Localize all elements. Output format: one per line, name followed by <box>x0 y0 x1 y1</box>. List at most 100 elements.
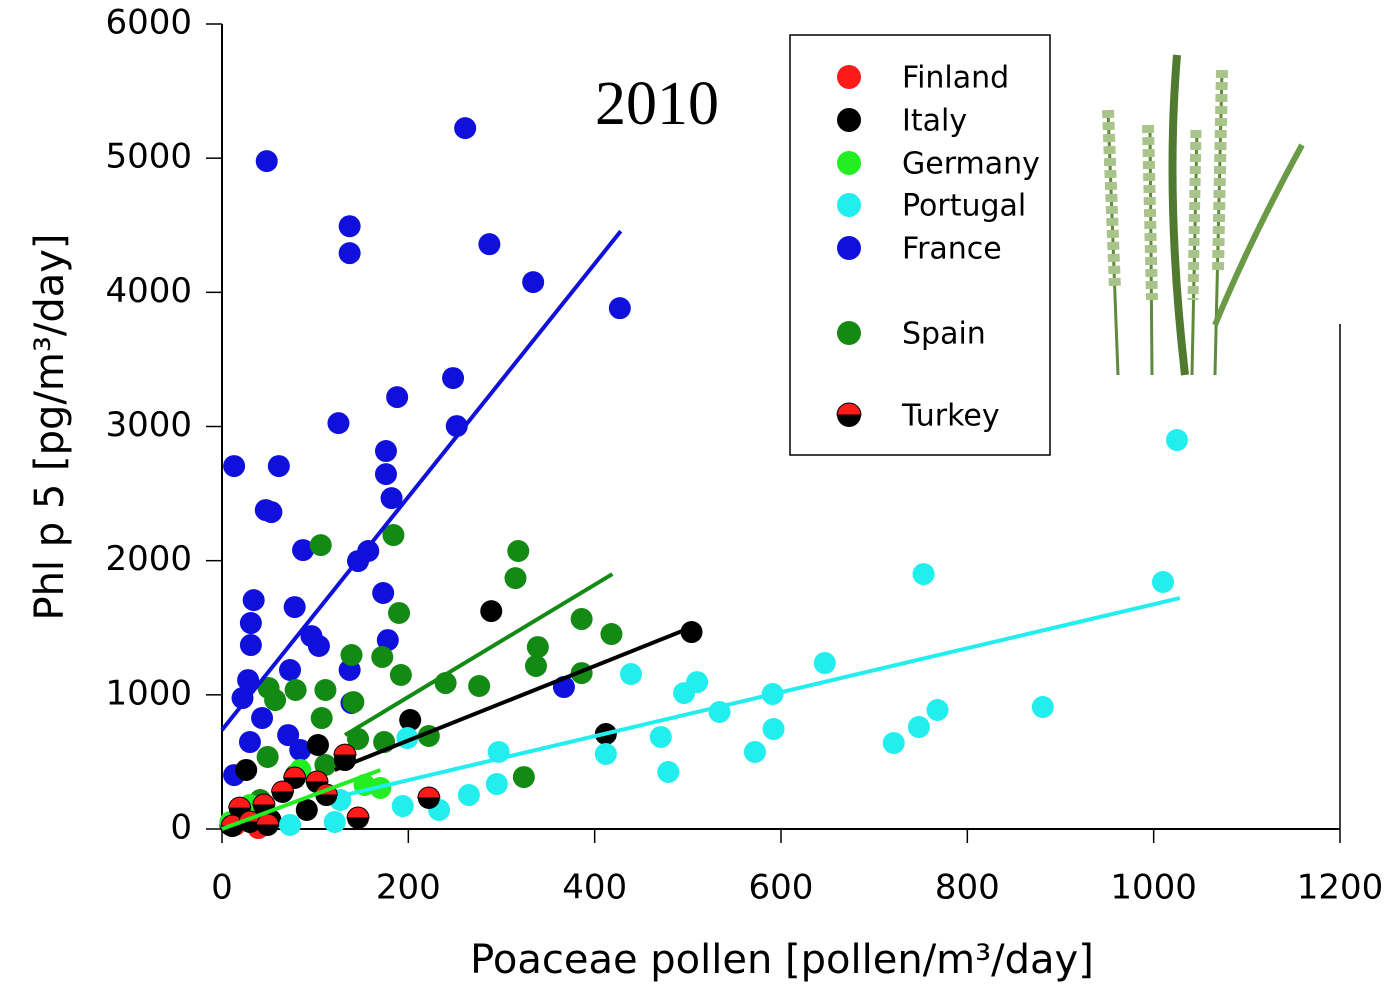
point <box>507 540 530 563</box>
fit-line <box>220 229 623 732</box>
marker-half <box>252 793 276 806</box>
point <box>837 321 861 345</box>
point <box>310 707 333 730</box>
marker-half <box>256 813 280 826</box>
point <box>524 654 547 677</box>
point <box>813 652 836 675</box>
point <box>374 463 397 486</box>
x-tick-label: 1200 <box>1297 868 1384 908</box>
fit-line <box>344 596 1181 798</box>
point <box>251 707 274 730</box>
marker-half <box>271 780 295 793</box>
point <box>238 731 261 754</box>
point <box>391 795 414 818</box>
point <box>264 689 287 712</box>
point <box>231 687 254 710</box>
point <box>340 643 363 666</box>
legend-label: Spain <box>902 317 986 352</box>
point <box>374 440 397 463</box>
marker-half <box>346 806 370 819</box>
point <box>480 600 503 623</box>
point <box>512 766 535 789</box>
point <box>307 634 330 657</box>
point <box>314 754 337 777</box>
y-axis-title: Phl p 5 [pg/m³/day] <box>27 233 73 620</box>
point <box>389 663 412 686</box>
point <box>600 623 623 646</box>
point <box>478 233 501 256</box>
point <box>468 674 491 697</box>
point <box>314 679 337 702</box>
y-tick-label: 3000 <box>105 405 192 445</box>
point <box>570 608 593 631</box>
point <box>526 636 549 659</box>
point <box>295 798 318 821</box>
point <box>743 740 766 763</box>
point <box>235 758 258 781</box>
annotation: 2010 <box>595 70 719 138</box>
point <box>382 524 405 547</box>
point <box>1151 570 1174 593</box>
x-tick-label: 400 <box>562 868 627 908</box>
point <box>260 501 283 524</box>
point <box>292 539 315 562</box>
point <box>657 760 680 783</box>
marker-half <box>333 743 357 756</box>
grass-image <box>1088 50 1313 376</box>
point <box>594 743 617 766</box>
point <box>673 682 696 705</box>
point <box>837 65 861 89</box>
point <box>762 718 785 741</box>
point <box>255 150 278 173</box>
point <box>837 193 861 217</box>
point <box>279 659 302 682</box>
point <box>680 621 703 644</box>
point <box>347 727 370 750</box>
marker-half <box>305 770 329 783</box>
y-tick-label: 6000 <box>105 3 192 43</box>
point <box>649 725 672 748</box>
point <box>309 534 332 557</box>
point <box>504 567 527 590</box>
point <box>289 738 312 761</box>
x-axis-title: Poaceae pollen [pollen/m³/day] <box>470 937 1094 983</box>
point <box>223 455 246 478</box>
marker-half <box>283 766 307 779</box>
point <box>485 773 508 796</box>
point <box>342 691 365 714</box>
legend-label: France <box>902 232 1002 267</box>
legend-box <box>789 34 1051 456</box>
marker-half <box>836 402 862 416</box>
marker-half <box>228 796 252 809</box>
legend-label: Finland <box>902 61 1009 96</box>
x-tick-label: 600 <box>749 868 814 908</box>
point <box>386 386 409 409</box>
point <box>338 242 361 265</box>
x-tick-label: 0 <box>211 868 233 908</box>
point <box>907 716 930 739</box>
legend-label: Italy <box>902 104 967 139</box>
y-tick-label: 5000 <box>105 137 192 177</box>
x-tick-label: 200 <box>376 868 441 908</box>
point <box>1031 696 1054 719</box>
point <box>371 645 394 668</box>
legend-label: Turkey <box>901 399 1000 434</box>
point <box>283 596 306 619</box>
y-tick-label: 0 <box>170 808 192 848</box>
point <box>837 108 861 132</box>
point <box>399 709 422 732</box>
point <box>388 601 411 624</box>
point <box>242 589 265 612</box>
point <box>284 679 307 702</box>
point <box>372 582 395 605</box>
point <box>323 811 346 834</box>
y-tick-label: 4000 <box>105 271 192 311</box>
point <box>1165 429 1188 452</box>
point <box>306 734 329 757</box>
legend-label: Portugal <box>902 189 1026 224</box>
point <box>380 487 403 510</box>
point <box>454 117 477 140</box>
fit-line <box>343 572 614 737</box>
point <box>882 731 905 754</box>
